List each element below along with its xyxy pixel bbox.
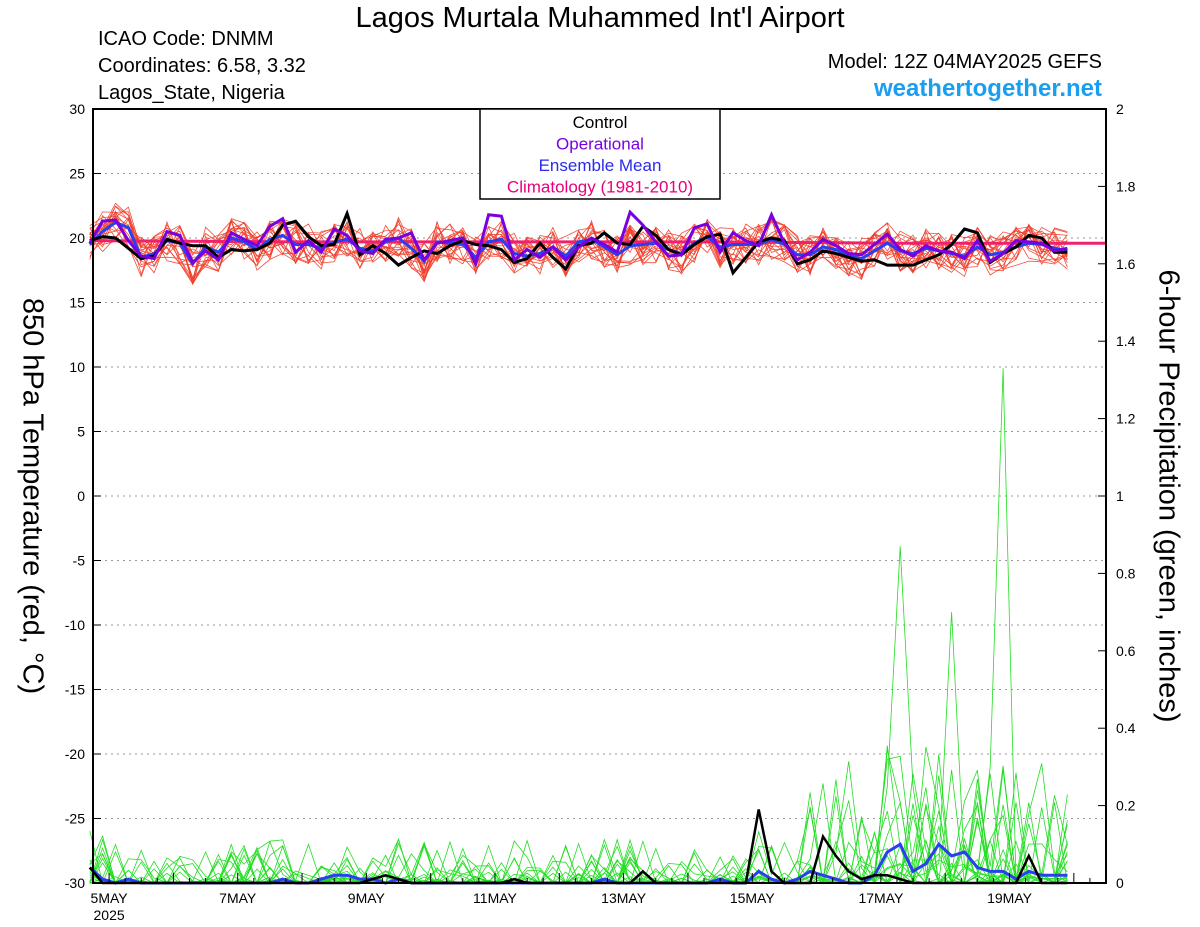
grid (93, 173, 1106, 819)
x-tick-label: 17MAY (858, 890, 904, 906)
y-tick-label: 0 (77, 488, 85, 504)
y2-tick-label: 0.8 (1116, 565, 1136, 581)
y-tick-label: 10 (69, 359, 85, 375)
y-tick-label: -30 (65, 875, 85, 891)
y2-tick-label: 1 (1116, 488, 1124, 504)
x-tick-label: 19MAY (987, 890, 1033, 906)
y-tick-label: 5 (77, 424, 85, 440)
ensemble-precip-member (89, 772, 1068, 884)
x-tick-label: 7MAY (219, 890, 257, 906)
y2-tick-label: 1.4 (1116, 333, 1136, 349)
legend-entry: Ensemble Mean (539, 156, 662, 175)
y2-tick-label: 1.8 (1116, 178, 1136, 194)
y2-tick-label: 0.6 (1116, 643, 1136, 659)
ensemble-precip-member (89, 368, 1068, 884)
legend-entry: Climatology (1981-2010) (507, 178, 693, 197)
y2-tick-label: 0.2 (1116, 798, 1136, 814)
x-tick-label: 5MAY (91, 890, 129, 906)
chart-title: Lagos Murtala Muhammed Int'l Airport (355, 2, 845, 34)
y-tick-label: -15 (65, 682, 85, 698)
y2-tick-label: 0.4 (1116, 720, 1136, 736)
ensemble-temp-member (89, 216, 1068, 286)
ensemble-members (89, 202, 1068, 885)
operational-temp-line (88, 209, 1068, 269)
legend-entry: Control (573, 113, 628, 132)
y-tick-label: -20 (65, 746, 85, 762)
y2-tick-label: 1.2 (1116, 411, 1136, 427)
main-series (88, 209, 1106, 885)
y-tick-label: 25 (69, 166, 85, 182)
legend-entry: Operational (556, 135, 644, 154)
ensemble-precip-member (89, 749, 1068, 885)
y-tick-label: 30 (69, 101, 85, 117)
icao-code: ICAO Code: DNMM (98, 28, 274, 50)
y-tick-label: -5 (73, 553, 86, 569)
model-run: Model: 12Z 04MAY2025 GEFS (827, 51, 1102, 73)
y-tick-label: 20 (69, 230, 85, 246)
x-tick-label: 9MAY (348, 890, 386, 906)
x-tick-year: 2025 (94, 907, 125, 923)
y2-tick-label: 2 (1116, 101, 1124, 117)
x-tick-label: 15MAY (730, 890, 776, 906)
y-tick-label: -10 (65, 617, 85, 633)
region: Lagos_State, Nigeria (98, 82, 285, 104)
x-tick-label: 11MAY (473, 890, 517, 906)
legend-box (479, 108, 721, 200)
y-tick-label: 15 (69, 295, 85, 311)
y2-tick-label: 0 (1116, 875, 1124, 891)
x-tick-label: 13MAY (601, 890, 647, 906)
legend: Control Operational Ensemble Mean Climatolo… (479, 108, 721, 200)
y-tick-label: -25 (65, 811, 85, 827)
y2-tick-label: 1.6 (1116, 256, 1136, 272)
coordinates: Coordinates: 6.58, 3.32 (98, 55, 306, 77)
ensemble-temp-member (89, 214, 1068, 286)
site-link[interactable]: weathertogether.net (873, 75, 1102, 102)
